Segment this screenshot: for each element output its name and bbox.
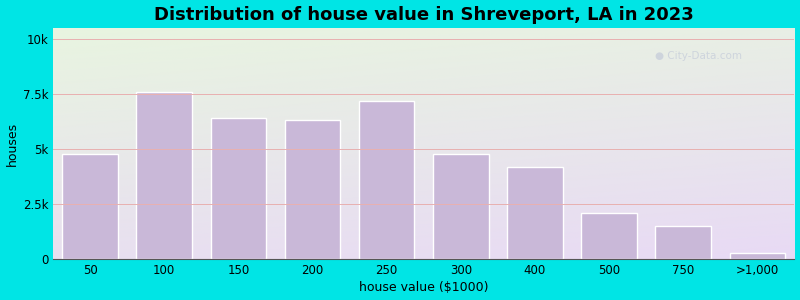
Bar (62, 154, 118, 260)
Y-axis label: houses: houses (6, 122, 18, 166)
Bar (730, 253, 785, 260)
Text: ● City-Data.com: ● City-Data.com (654, 51, 742, 61)
Bar (507, 167, 562, 260)
Bar (359, 101, 414, 260)
Bar (655, 226, 711, 260)
Title: Distribution of house value in Shreveport, LA in 2023: Distribution of house value in Shrevepor… (154, 6, 694, 24)
Bar (433, 154, 489, 260)
Bar (137, 92, 192, 260)
Bar (285, 121, 340, 260)
Bar (582, 213, 637, 260)
X-axis label: house value ($1000): house value ($1000) (359, 281, 489, 294)
Bar (210, 118, 266, 260)
